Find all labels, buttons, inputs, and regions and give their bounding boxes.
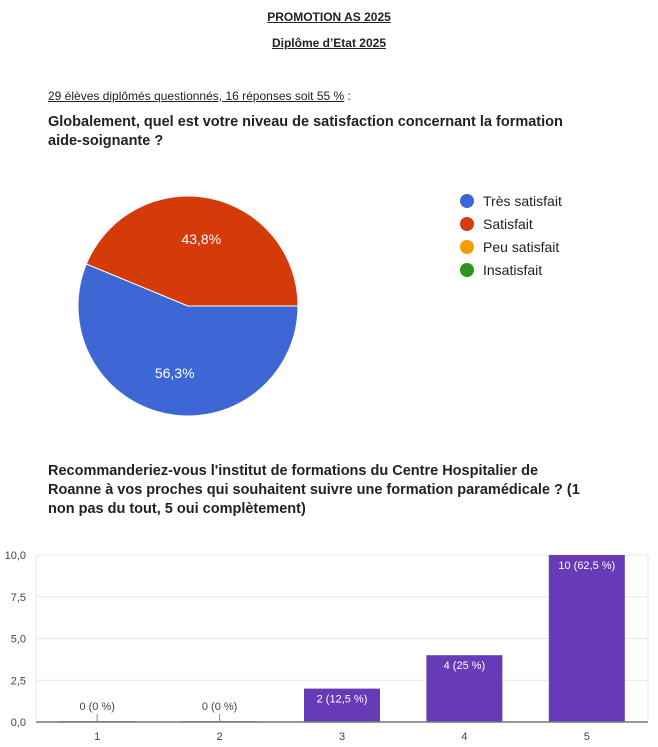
y-tick-label: 7,5	[11, 592, 26, 604]
legend-label: Peu satisfait	[483, 239, 560, 255]
bar-question: Recommanderiez-vous l'institut de format…	[48, 463, 580, 517]
legend-label: Insatisfait	[483, 262, 543, 278]
y-tick-label: 2,5	[11, 675, 26, 687]
pie-slice-label: 56,3%	[155, 365, 195, 381]
legend-dot-icon	[460, 240, 474, 254]
bar	[548, 555, 625, 722]
bar	[304, 688, 380, 722]
intro-stats: 29 élèves diplômés questionnés, 16 répon…	[48, 89, 345, 103]
bar	[426, 655, 503, 722]
pie-slice-label: 43,8%	[181, 231, 221, 247]
legend-item: Peu satisfait	[460, 239, 559, 255]
x-tick-label: 3	[339, 731, 345, 743]
y-tick-label: 5,0	[11, 634, 26, 646]
x-tick-label: 1	[94, 731, 100, 743]
bar-value-label: 10 (62,5 %)	[558, 560, 615, 572]
legend-dot-icon	[460, 194, 474, 208]
legend-item: Très satisfait	[460, 193, 562, 209]
legend-item: Satisfait	[460, 216, 533, 232]
legend-label: Satisfait	[483, 216, 533, 232]
legend-dot-icon	[460, 217, 474, 231]
x-tick-label: 5	[584, 731, 590, 743]
y-tick-label: 0,0	[11, 717, 26, 729]
bar-value-label: 4 (25 %)	[444, 660, 486, 672]
y-tick-label: 10,0	[5, 550, 26, 562]
pie-slice	[77, 263, 299, 417]
bar-value-label: 2 (12,5 %)	[317, 694, 368, 706]
pie-slice	[85, 195, 299, 307]
bar-value-label: 0 (0 %)	[202, 701, 237, 713]
pie-question: Globalement, quel est votre niveau de sa…	[48, 114, 563, 149]
page-title: PROMOTION AS 2025	[267, 10, 391, 24]
x-tick-label: 4	[461, 731, 467, 743]
legend-dot-icon	[460, 263, 474, 277]
bar-value-label: 0 (0 %)	[79, 701, 114, 713]
page-subtitle: Diplôme d’Etat 2025	[271, 36, 387, 50]
x-tick-label: 2	[217, 731, 223, 743]
legend-item: Insatisfait	[460, 262, 542, 278]
intro-text: 29 élèves diplômés questionnés, 16 répon…	[48, 89, 351, 103]
legend-label: Très satisfait	[483, 193, 562, 209]
